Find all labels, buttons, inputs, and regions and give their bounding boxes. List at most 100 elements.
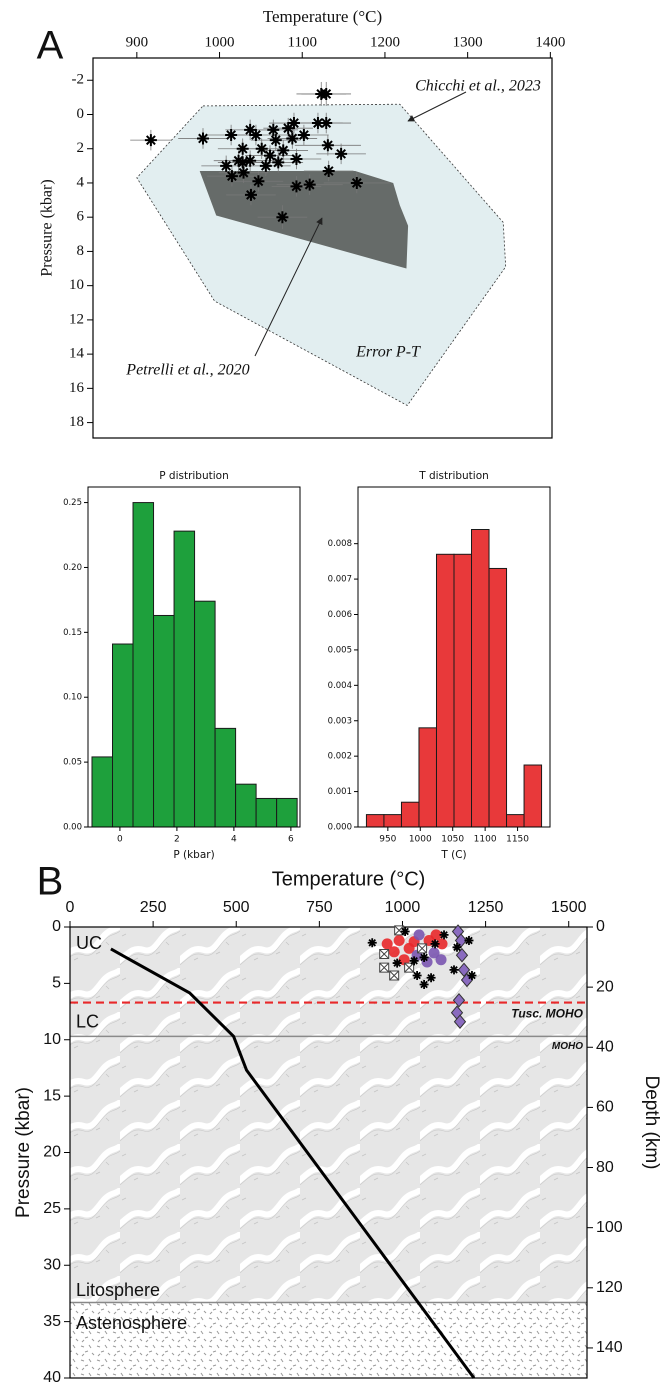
histogram-bar xyxy=(132,502,155,828)
annotation: Chicchi et al., 2023 xyxy=(415,78,541,95)
data-point xyxy=(321,139,334,152)
y-tick-label: 25 xyxy=(43,1200,61,1217)
y-tick-label: 0.008 xyxy=(328,539,352,549)
data-point xyxy=(244,154,257,167)
marker-star xyxy=(412,970,422,980)
marker-circle xyxy=(436,938,448,950)
data-point xyxy=(320,117,333,130)
chart-title: T distribution xyxy=(418,470,489,482)
y-tick-label: 0.007 xyxy=(328,575,352,585)
y-tick-label: 15 xyxy=(43,1087,61,1104)
data-point xyxy=(225,129,238,142)
y-tick-label: 10 xyxy=(69,277,84,293)
y-tick-label: 0 xyxy=(77,106,85,122)
y-tick-label: 40 xyxy=(43,1369,61,1383)
marker-star xyxy=(467,970,477,980)
layer-label: Astenosphere xyxy=(76,1313,187,1333)
y2-tick-label: 80 xyxy=(596,1159,614,1176)
layer xyxy=(70,927,587,1303)
x-tick-label: 1150 xyxy=(506,835,529,845)
y-tick-label: 0.000 xyxy=(328,823,352,833)
marker-star xyxy=(367,938,377,948)
y-tick-label: 18 xyxy=(69,414,84,430)
x-tick-label: 0 xyxy=(117,835,123,845)
data-point xyxy=(320,87,333,100)
x-tick-label: 1500 xyxy=(551,899,587,916)
x-tick-label: 1000 xyxy=(409,835,432,845)
y2-axis-title: Depth (km) xyxy=(641,1076,662,1170)
x-axis-title: Temperature (°C) xyxy=(272,868,426,890)
marker-circle xyxy=(388,946,400,958)
data-point xyxy=(220,159,233,172)
y-tick-label: 0.25 xyxy=(63,498,82,508)
x-axis-title: T (C) xyxy=(440,849,466,861)
data-point xyxy=(196,132,209,145)
y-axis-title: Pressure (kbar) xyxy=(13,1087,34,1218)
data-point xyxy=(290,152,303,165)
marker-star xyxy=(449,965,459,975)
y2-tick-label: 140 xyxy=(596,1339,623,1356)
x-tick-label: 2 xyxy=(174,835,180,845)
histogram-bar xyxy=(523,764,543,828)
y-tick-label: 8 xyxy=(77,243,85,259)
boundary-label: MOHO xyxy=(552,1041,583,1052)
y-tick-label: 0.05 xyxy=(63,758,82,768)
marker-star xyxy=(419,980,429,990)
histogram-bar xyxy=(506,814,525,828)
y-tick-label: 0.005 xyxy=(328,645,352,655)
y-tick-label: 0.001 xyxy=(328,787,352,797)
data-point xyxy=(252,175,265,188)
data-point xyxy=(249,129,262,142)
histogram-bar xyxy=(173,530,196,828)
x-tick-label: 0 xyxy=(66,899,75,916)
marker-star xyxy=(426,973,436,983)
y-tick-label: 16 xyxy=(69,380,85,396)
histogram-bar xyxy=(435,553,455,828)
boundary-label: Tusc. MOHO xyxy=(511,1007,583,1021)
histogram-bar xyxy=(471,529,490,828)
annotation: Error P-T xyxy=(355,344,421,361)
y2-tick-label: 120 xyxy=(596,1279,623,1296)
data-point xyxy=(267,123,280,136)
y-tick-label: 0.15 xyxy=(63,628,82,638)
y-tick-label: 0.006 xyxy=(328,610,352,620)
plot-frame xyxy=(87,486,301,828)
y-tick-label: 10 xyxy=(43,1031,61,1048)
chart-panel: 900 1000 1100 1200 1300 1400 -2 0 2 4 6 8 10 12 14 16 18… xyxy=(37,7,565,439)
marker-star xyxy=(409,956,419,966)
y-tick-label: 2 xyxy=(77,140,85,156)
histogram-bar xyxy=(453,553,473,828)
marker-square xyxy=(389,970,400,981)
x-tick-label: 1050 xyxy=(441,835,464,845)
x-tick-label: 6 xyxy=(288,835,294,845)
data-point xyxy=(236,142,249,155)
histogram-bar xyxy=(91,756,114,828)
x-tick-label: 1000 xyxy=(205,34,235,50)
annotation-arrow xyxy=(407,91,467,122)
data-point xyxy=(269,134,282,147)
panel-label: B xyxy=(37,860,64,904)
y-tick-label: 14 xyxy=(69,346,85,362)
x-axis-title: P (kbar) xyxy=(173,849,214,861)
y-tick-label: 0.10 xyxy=(63,693,82,703)
histogram-bar xyxy=(214,727,237,828)
marker-square xyxy=(417,943,428,954)
annotation-arrow xyxy=(254,217,323,357)
data-point xyxy=(277,144,290,157)
y2-tick-label: 20 xyxy=(596,978,614,995)
histogram-bar xyxy=(255,797,278,828)
y2-tick-label: 0 xyxy=(596,918,605,935)
plot-frame xyxy=(357,486,551,828)
y-tick-label: 6 xyxy=(77,209,85,225)
marker-diamond xyxy=(452,993,466,1008)
marker-square xyxy=(404,962,415,973)
data-point xyxy=(232,154,245,167)
y-tick-label: 0.002 xyxy=(328,752,352,762)
data-point xyxy=(286,132,299,145)
x-tick-label: 4 xyxy=(231,835,237,845)
data-point xyxy=(236,156,249,169)
data-point xyxy=(276,211,289,224)
marker-square xyxy=(379,949,390,960)
data-point xyxy=(244,188,257,201)
